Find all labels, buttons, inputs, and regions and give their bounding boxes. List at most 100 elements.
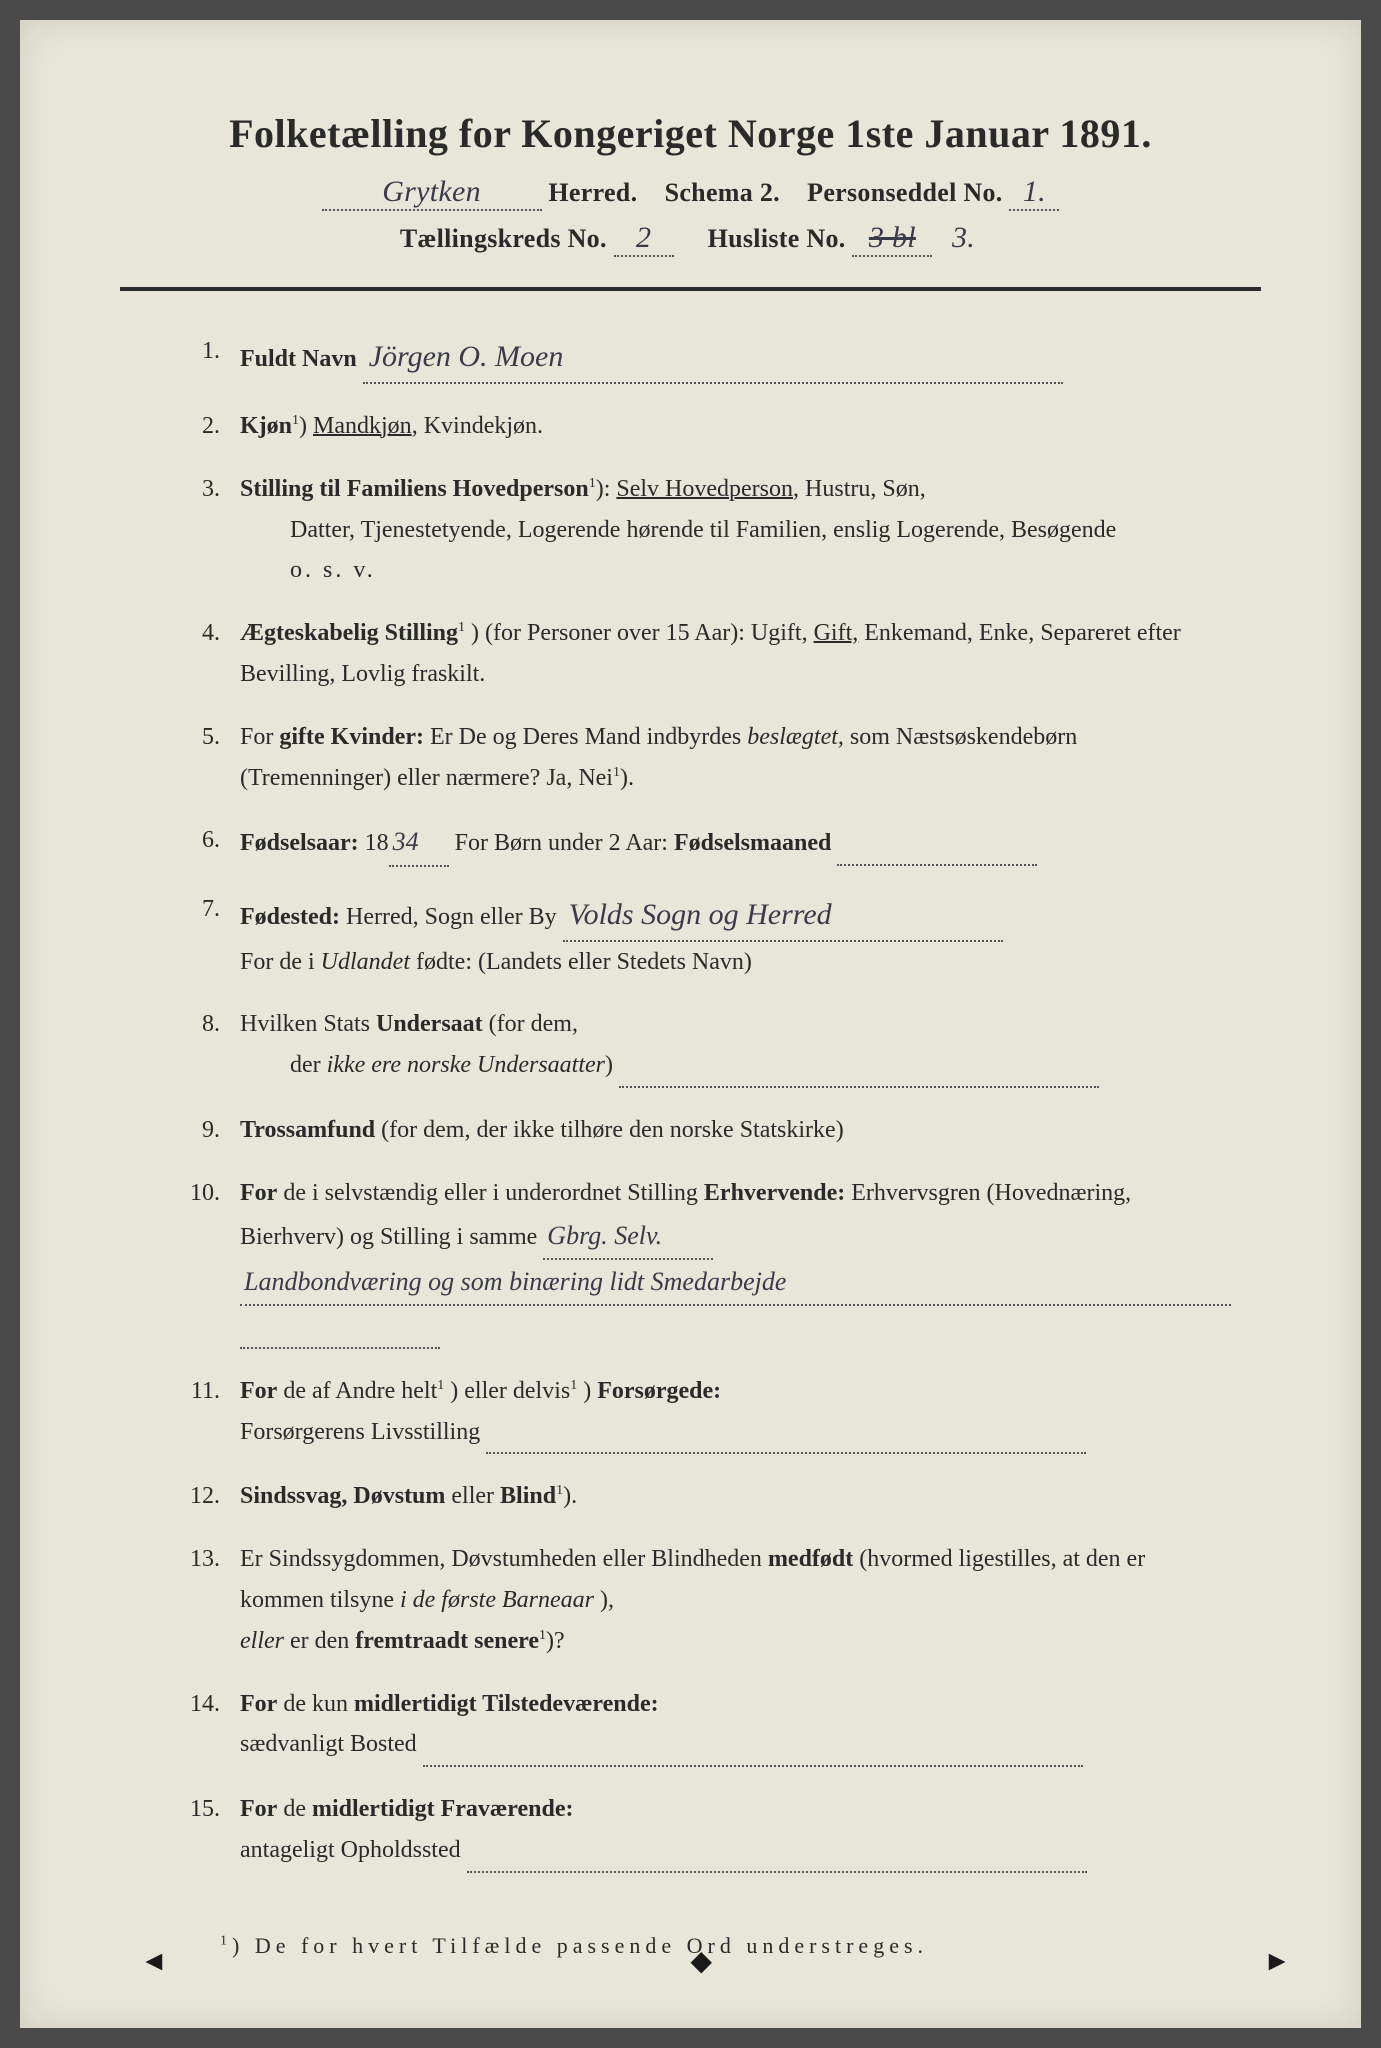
- text: 18: [365, 830, 389, 856]
- form-body: 1. Fuldt Navn Jörgen O. Moen 2. Kjøn1) M…: [120, 331, 1261, 1873]
- divider: [120, 287, 1261, 291]
- text: (for dem,: [489, 1011, 578, 1037]
- item-num: 9.: [180, 1110, 240, 1151]
- text: Er De og Deres Mand indbyrdes: [430, 724, 747, 750]
- label: Erhvervende:: [704, 1180, 845, 1206]
- text: Forsørgerens Livsstilling: [240, 1419, 480, 1445]
- item-num: 5.: [180, 717, 240, 799]
- underlined-option: Gift,: [814, 620, 859, 646]
- text: ): [605, 1052, 613, 1078]
- blank-field: [837, 823, 1037, 866]
- blank-field: [423, 1724, 1083, 1767]
- label: Forsørgede:: [597, 1378, 721, 1404]
- item-4: 4. Ægteskabelig Stilling1 ) (for Persone…: [180, 613, 1231, 695]
- name-hw: Jörgen O. Moen: [363, 340, 570, 373]
- text: de af Andre helt: [283, 1378, 437, 1404]
- label: Sindssvag, Døvstum: [240, 1483, 445, 1509]
- item-num: 14.: [180, 1684, 240, 1768]
- text: , Kvindekjøn.: [412, 413, 543, 439]
- osv: o. s. v.: [240, 550, 376, 591]
- text: ) (for Personer over 15 Aar): Ugift,: [471, 620, 814, 646]
- sup: 1: [539, 1628, 546, 1643]
- personseddel-hw: 1.: [1017, 175, 1052, 208]
- item-10: 10. For de i selvstændig eller i underor…: [180, 1173, 1231, 1349]
- item-9: 9. Trossamfund (for dem, der ikke tilhør…: [180, 1110, 1231, 1151]
- label: Ægteskabelig Stilling: [240, 620, 458, 646]
- label: Fødselsmaaned: [674, 830, 831, 856]
- text: antageligt Opholdssted: [240, 1837, 461, 1863]
- marker-icon: ►: [1263, 1946, 1291, 1978]
- sup: 1: [458, 620, 465, 635]
- husliste-hw: 3.: [946, 221, 981, 254]
- label: midlertidigt Tilstedeværende:: [354, 1691, 659, 1717]
- item-num: 7.: [180, 889, 240, 983]
- underlined-option: Mandkjøn: [313, 413, 412, 439]
- occupation-hw2: Landbondværing og som binæring lidt Smed…: [240, 1267, 790, 1296]
- text: ),: [600, 1587, 614, 1613]
- header-line-2: Tællingskreds No. 2 Husliste No. 3 bl 3.: [120, 221, 1261, 257]
- em: ikke ere norske Undersaatter: [327, 1052, 605, 1078]
- text: )?: [546, 1628, 565, 1654]
- label: Kjøn: [240, 413, 292, 439]
- item-2: 2. Kjøn1) Mandkjøn, Kvindekjøn.: [180, 406, 1231, 447]
- text: de: [283, 1796, 312, 1822]
- item-num: 11.: [180, 1371, 240, 1455]
- text: ).: [563, 1483, 577, 1509]
- sup: 1: [220, 1933, 232, 1948]
- item-1: 1. Fuldt Navn Jörgen O. Moen: [180, 331, 1231, 384]
- text: Hvilken Stats: [240, 1011, 376, 1037]
- husliste-label: Husliste No.: [708, 224, 846, 253]
- sup: 1: [437, 1378, 444, 1393]
- text: Herred, Sogn eller By: [346, 904, 557, 930]
- text: , Hustru, Søn,: [793, 476, 926, 502]
- occupation-hw1: Gbrg. Selv.: [543, 1221, 666, 1250]
- text: ) eller delvis: [450, 1378, 570, 1404]
- herred-label: Herred.: [548, 178, 637, 207]
- blank-field: [240, 1306, 440, 1349]
- kreds-label: Tællingskreds No.: [400, 224, 607, 253]
- label: Trossamfund: [240, 1117, 375, 1143]
- text: For de i: [240, 949, 321, 975]
- header-line-1: Grytken Herred. Schema 2. Personseddel N…: [120, 175, 1261, 211]
- item-3: 3. Stilling til Familiens Hovedperson1):…: [180, 469, 1231, 591]
- item-num: 2.: [180, 406, 240, 447]
- text: sædvanligt Bosted: [240, 1731, 417, 1757]
- text: ): [299, 413, 307, 439]
- label2: fremtraadt senere: [355, 1628, 539, 1654]
- item-6: 6. Fødselsaar: 1834 For Børn under 2 Aar…: [180, 820, 1231, 866]
- sup: 1: [613, 765, 620, 780]
- item-num: 8.: [180, 1004, 240, 1088]
- item-num: 3.: [180, 469, 240, 591]
- label2: Blind: [500, 1483, 556, 1509]
- page-title: Folketælling for Kongeriget Norge 1ste J…: [120, 110, 1261, 157]
- em: eller: [240, 1628, 284, 1654]
- label-pre: For: [240, 1378, 277, 1404]
- sup: 1: [570, 1378, 577, 1393]
- text: der: [240, 1052, 327, 1078]
- blank-field: [619, 1045, 1099, 1088]
- em: i de første Barneaar: [400, 1587, 594, 1613]
- husliste-struck: 3 bl: [863, 221, 922, 254]
- text: fødte: (Landets eller Stedets Navn): [416, 949, 752, 975]
- em: beslægtet,: [747, 724, 844, 750]
- footnote-text: ) De for hvert Tilfælde passende Ord und…: [232, 1933, 928, 1958]
- census-form-page: Folketælling for Kongeriget Norge 1ste J…: [20, 20, 1361, 2028]
- kreds-hw: 2: [630, 221, 657, 254]
- label: gifte Kvinder:: [279, 724, 424, 750]
- label: midlertidigt Fraværende:: [312, 1796, 574, 1822]
- label: Undersaat: [376, 1011, 483, 1037]
- item-13: 13. Er Sindssygdommen, Døvstumheden elle…: [180, 1539, 1231, 1661]
- blank-field: [467, 1830, 1087, 1873]
- year-hw: 34: [389, 827, 423, 856]
- text: de i selvstændig eller i underordnet Sti…: [283, 1180, 704, 1206]
- marker-icon: ◆: [691, 1944, 713, 1978]
- sup: 1: [589, 476, 596, 491]
- label-pre: For: [240, 1180, 277, 1206]
- text: eller: [451, 1483, 500, 1509]
- label: Stilling til Familiens Hovedperson: [240, 476, 589, 502]
- text: er den: [290, 1628, 355, 1654]
- item-num: 12.: [180, 1476, 240, 1517]
- text: Datter, Tjenestetyende, Logerende hørend…: [240, 510, 1116, 551]
- em: Udlandet: [321, 949, 410, 975]
- text: de kun: [283, 1691, 354, 1717]
